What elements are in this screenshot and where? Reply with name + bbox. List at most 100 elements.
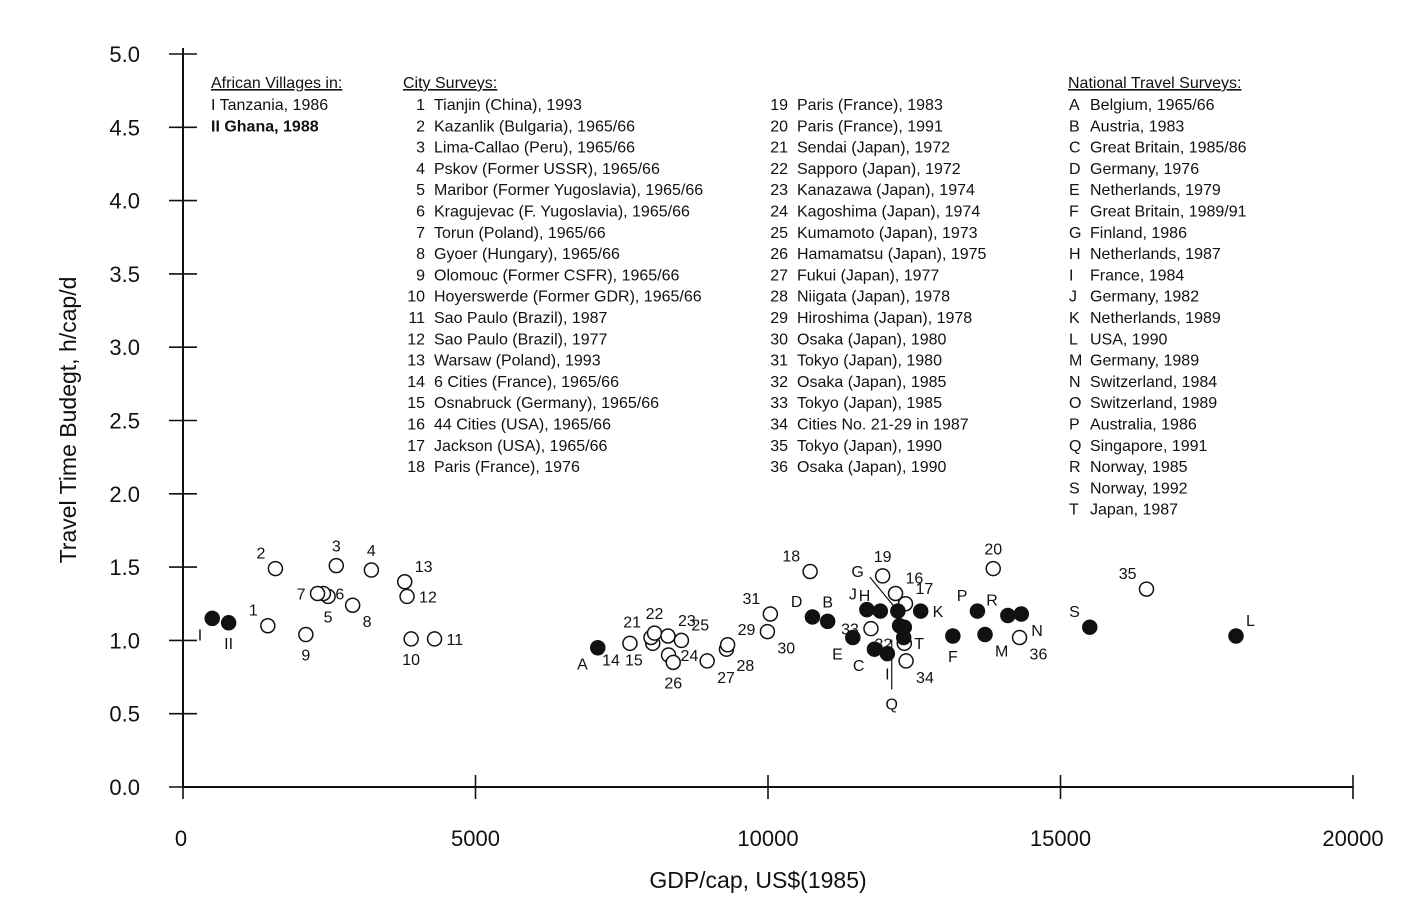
legend-national-item: Netherlands, 1987 bbox=[1090, 246, 1221, 263]
x-tick-label: 20000 bbox=[1322, 826, 1383, 851]
legend-city-number: 32 bbox=[770, 374, 788, 391]
point-label-22: 22 bbox=[646, 606, 664, 623]
legend-national-item: Australia, 1986 bbox=[1090, 417, 1197, 434]
x-axis-label: GDP/cap, US$(1985) bbox=[649, 867, 866, 893]
legend-city-number: 18 bbox=[407, 459, 425, 476]
point-label-18: 18 bbox=[782, 548, 800, 565]
point-label-16: 16 bbox=[906, 570, 924, 587]
legend-african-item: II Ghana, 1988 bbox=[211, 118, 319, 135]
legend-city-item: Paris (France), 1983 bbox=[797, 97, 943, 114]
legend-city-item: Kumamoto (Japan), 1973 bbox=[797, 225, 978, 242]
legend-national-letter: A bbox=[1069, 97, 1080, 114]
point-29 bbox=[719, 637, 736, 653]
point-18 bbox=[802, 563, 818, 580]
legend-city-number: 11 bbox=[408, 310, 425, 327]
point-7 bbox=[309, 585, 326, 602]
point-label-6: 6 bbox=[335, 586, 344, 603]
point-label-M: M bbox=[995, 644, 1008, 661]
legend-city-item: Paris (France), 1976 bbox=[434, 459, 580, 476]
legend-city-number: 7 bbox=[416, 225, 425, 242]
point-label-13: 13 bbox=[415, 559, 433, 576]
point-label-31: 31 bbox=[743, 591, 761, 608]
point-L bbox=[1228, 628, 1244, 644]
legend-city-item: Sendai (Japan), 1972 bbox=[797, 140, 950, 157]
point-N bbox=[1013, 606, 1030, 622]
y-tick-label: 1.0 bbox=[109, 628, 140, 653]
legend-city-item: Osaka (Japan), 1990 bbox=[797, 459, 947, 476]
legend-national-letter: I bbox=[1069, 267, 1073, 284]
legend-city-item: Pskov (Former USSR), 1965/66 bbox=[434, 161, 660, 178]
point-30 bbox=[759, 623, 776, 640]
legend-city-item: Fukui (Japan), 1977 bbox=[797, 267, 939, 284]
point-label-26: 26 bbox=[664, 675, 682, 692]
legend-city-number: 26 bbox=[770, 246, 788, 263]
point-27 bbox=[699, 653, 715, 669]
legend-national-letter: G bbox=[1069, 225, 1081, 242]
point-22 bbox=[646, 625, 663, 641]
legend-city-title: City Surveys: bbox=[403, 75, 497, 92]
point-36 bbox=[1011, 629, 1028, 646]
point-25 bbox=[673, 632, 690, 649]
legend-city-item: Tokyo (Japan), 1985 bbox=[797, 395, 942, 412]
legend-city-number: 31 bbox=[770, 353, 788, 370]
legend-national-item: Great Britain, 1985/86 bbox=[1090, 140, 1247, 157]
legend-national-letter: P bbox=[1069, 417, 1080, 434]
point-label-5: 5 bbox=[324, 609, 333, 626]
point-S bbox=[1082, 619, 1098, 635]
legend-city-number: 9 bbox=[416, 267, 425, 284]
legend-national-letter: E bbox=[1069, 182, 1080, 199]
point-label-21: 21 bbox=[623, 614, 641, 631]
point-C bbox=[866, 641, 883, 657]
point-I bbox=[879, 645, 896, 662]
point-label-I: I bbox=[198, 627, 202, 644]
legend-city-number: 25 bbox=[770, 225, 788, 242]
legend-city-number: 17 bbox=[407, 438, 425, 455]
legend-city-number: 30 bbox=[770, 331, 788, 348]
legend-city-item: Tianjin (China), 1993 bbox=[434, 97, 582, 114]
legend-city-item: Sao Paulo (Brazil), 1977 bbox=[434, 331, 608, 348]
legend-city-number: 14 bbox=[407, 374, 425, 391]
legend-city-number: 20 bbox=[770, 118, 788, 135]
point-F bbox=[945, 628, 961, 644]
legend-city-number: 29 bbox=[770, 310, 788, 327]
point-label-36: 36 bbox=[1030, 646, 1048, 663]
point-label-10: 10 bbox=[402, 652, 420, 669]
point-label-H: H bbox=[859, 588, 871, 605]
legend-city-number: 22 bbox=[770, 161, 788, 178]
point-label-G: G bbox=[851, 564, 863, 581]
legend-national-letter: S bbox=[1069, 480, 1080, 497]
point-label-N: N bbox=[1031, 623, 1043, 640]
y-tick-label: 0.5 bbox=[109, 702, 140, 727]
point-26 bbox=[665, 654, 681, 671]
point-label-28: 28 bbox=[736, 658, 754, 675]
legend-national-item: Switzerland, 1984 bbox=[1090, 374, 1217, 391]
legend-national-letter: H bbox=[1069, 246, 1081, 263]
legend-city-item: Osnabruck (Germany), 1965/66 bbox=[434, 395, 659, 412]
y-axis-label: Travel Time Budegt, h/cap/d bbox=[55, 277, 81, 564]
legend-city-number: 2 bbox=[416, 118, 425, 135]
legend-city-item: Sapporo (Japan), 1972 bbox=[797, 161, 961, 178]
point-H bbox=[872, 603, 889, 619]
legend-national-letter: K bbox=[1069, 310, 1080, 327]
legend-city-item: Jackson (USA), 1965/66 bbox=[434, 438, 608, 455]
y-tick-label: 3.0 bbox=[109, 335, 140, 360]
legend-city-item: Olomouc (Former CSFR), 1965/66 bbox=[434, 267, 680, 284]
legend-city-item: Sao Paulo (Brazil), 1987 bbox=[434, 310, 608, 327]
legend-national-item: Netherlands, 1979 bbox=[1090, 182, 1221, 199]
point-label-23: 23 bbox=[678, 613, 696, 630]
point-13 bbox=[396, 574, 413, 590]
point-1 bbox=[260, 617, 276, 634]
point-label-19: 19 bbox=[874, 549, 892, 566]
legend-city-number: 24 bbox=[770, 204, 788, 221]
legend-city-number: 15 bbox=[407, 395, 425, 412]
legend-city-number: 6 bbox=[416, 204, 425, 221]
point-8 bbox=[344, 597, 361, 613]
y-tick-label: 3.5 bbox=[109, 262, 140, 287]
point-label-T: T bbox=[914, 636, 924, 653]
legend: African Villages in: I Tanzania, 1986 II G… bbox=[211, 75, 1247, 519]
y-tick-label: 1.5 bbox=[109, 555, 140, 580]
x-tick-label: 10000 bbox=[737, 826, 798, 851]
point-K bbox=[912, 603, 929, 619]
legend-city-number: 13 bbox=[407, 353, 425, 370]
point-label-E: E bbox=[832, 646, 843, 663]
